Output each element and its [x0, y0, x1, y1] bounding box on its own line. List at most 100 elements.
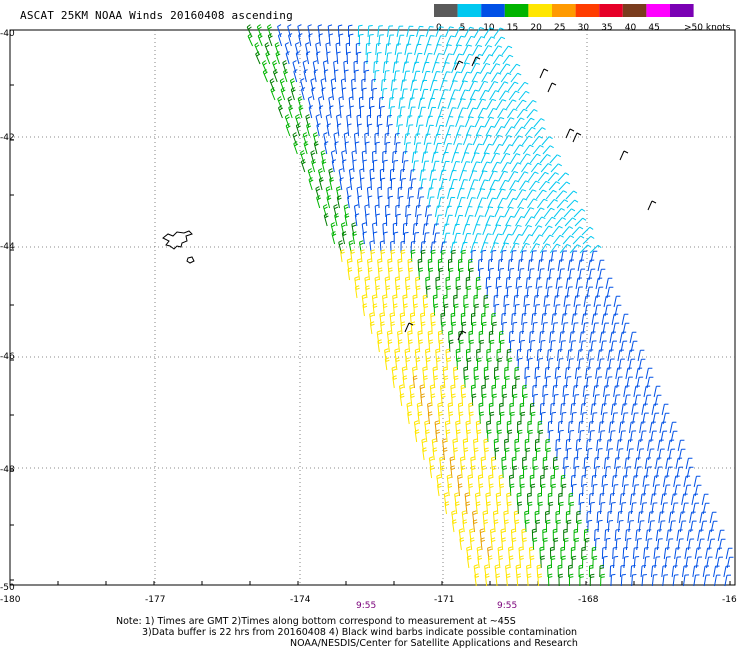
wind-barb: [555, 510, 561, 523]
wind-barb: [465, 276, 471, 290]
wind-barb: [642, 475, 649, 488]
wind-barb: [570, 403, 576, 416]
wind-barb: [537, 420, 543, 434]
wind-barb: [509, 63, 521, 74]
wind-barb: [468, 330, 474, 344]
wind-barb: [459, 339, 464, 353]
contaminated-wind-barb: [547, 82, 557, 93]
wind-barb: [543, 207, 555, 218]
wind-barb: [491, 321, 497, 335]
wind-barb: [367, 123, 373, 137]
wind-barb: [617, 349, 624, 362]
wind-barb: [641, 403, 648, 416]
lon-label: -180: [0, 595, 21, 605]
wind-barb: [516, 573, 522, 587]
wind-barb: [581, 412, 587, 425]
wind-barb: [458, 411, 464, 425]
wind-barb: [484, 206, 494, 218]
wind-barb: [558, 181, 571, 191]
wind-barb: [468, 80, 478, 92]
wind-barb: [520, 250, 527, 263]
wind-barb: [588, 492, 595, 506]
wind-barb: [466, 429, 471, 443]
wind-barb: [573, 208, 586, 218]
wind-barb: [289, 78, 295, 92]
wind-barb: [458, 107, 467, 119]
wind-barb: [724, 574, 732, 587]
legend-label: 25: [554, 23, 565, 33]
wind-barb: [308, 105, 313, 119]
wind-barb: [525, 216, 536, 227]
wind-barb: [645, 529, 652, 542]
wind-barb: [311, 87, 316, 101]
wind-barb: [546, 447, 551, 461]
wind-barb: [634, 457, 641, 470]
wind-barb: [455, 429, 461, 443]
wind-barb: [666, 529, 673, 542]
wind-barb: [275, 51, 281, 65]
wind-barb: [584, 367, 591, 380]
wind-barb: [490, 249, 497, 263]
wind-barb: [566, 519, 572, 533]
wind-barb: [537, 357, 543, 371]
wind-barb: [486, 188, 496, 200]
wind-barb: [469, 89, 479, 101]
wind-barb: [306, 123, 312, 137]
wind-barb: [456, 187, 465, 200]
wind-barb: [521, 135, 533, 146]
wind-barb: [652, 475, 659, 488]
wind-barb: [661, 565, 668, 578]
wind-barb: [584, 465, 590, 479]
wind-barb: [604, 466, 611, 479]
wind-barb: [593, 295, 601, 308]
wind-barb: [677, 439, 685, 452]
wind-barb: [676, 529, 683, 542]
wind-barb: [701, 493, 709, 506]
wind-barb: [528, 429, 533, 443]
wind-barb: [542, 322, 548, 335]
wind-barb: [383, 231, 388, 245]
wind-barb: [387, 339, 393, 353]
chatham-islands: [162, 230, 195, 264]
wind-barb: [582, 235, 595, 245]
wind-barb: [312, 132, 318, 146]
wind-barb: [593, 457, 600, 470]
wind-barb: [505, 375, 510, 389]
wind-barb: [399, 106, 406, 119]
wind-barb: [557, 259, 564, 272]
wind-barb: [491, 161, 501, 173]
wind-barb: [522, 384, 527, 398]
wind-barb: [261, 60, 268, 74]
wind-barb: [427, 97, 436, 110]
wind-barb: [254, 42, 260, 56]
wind-barb: [360, 249, 365, 263]
wind-barb: [611, 475, 618, 488]
wind-barb: [493, 294, 499, 308]
wind-barb: [523, 117, 535, 128]
wind-barb: [662, 475, 670, 488]
wind-barb: [551, 225, 563, 236]
wind-barb: [668, 511, 675, 524]
wind-barb: [421, 151, 429, 164]
wind-barb: [439, 169, 447, 182]
wind-barb: [543, 295, 550, 308]
wind-barb: [527, 420, 532, 434]
wind-barb: [468, 170, 478, 182]
wind-barb: [320, 150, 326, 164]
wind-barb: [365, 42, 371, 56]
legend-swatch: [575, 4, 600, 17]
wind-barb: [723, 565, 731, 578]
wind-barb: [445, 26, 454, 38]
wind-barb: [643, 385, 651, 398]
wind-barb: [588, 421, 594, 434]
wind-barb: [472, 224, 481, 236]
wind-barb: [567, 358, 574, 371]
wind-barb: [491, 384, 497, 398]
wind-barb: [514, 438, 519, 452]
wind-barb: [464, 303, 469, 316]
wind-barb: [583, 456, 589, 470]
wind-barb: [480, 242, 489, 254]
wind-barb: [565, 277, 572, 290]
wind-barb: [478, 170, 488, 182]
wind-barb: [410, 178, 417, 191]
